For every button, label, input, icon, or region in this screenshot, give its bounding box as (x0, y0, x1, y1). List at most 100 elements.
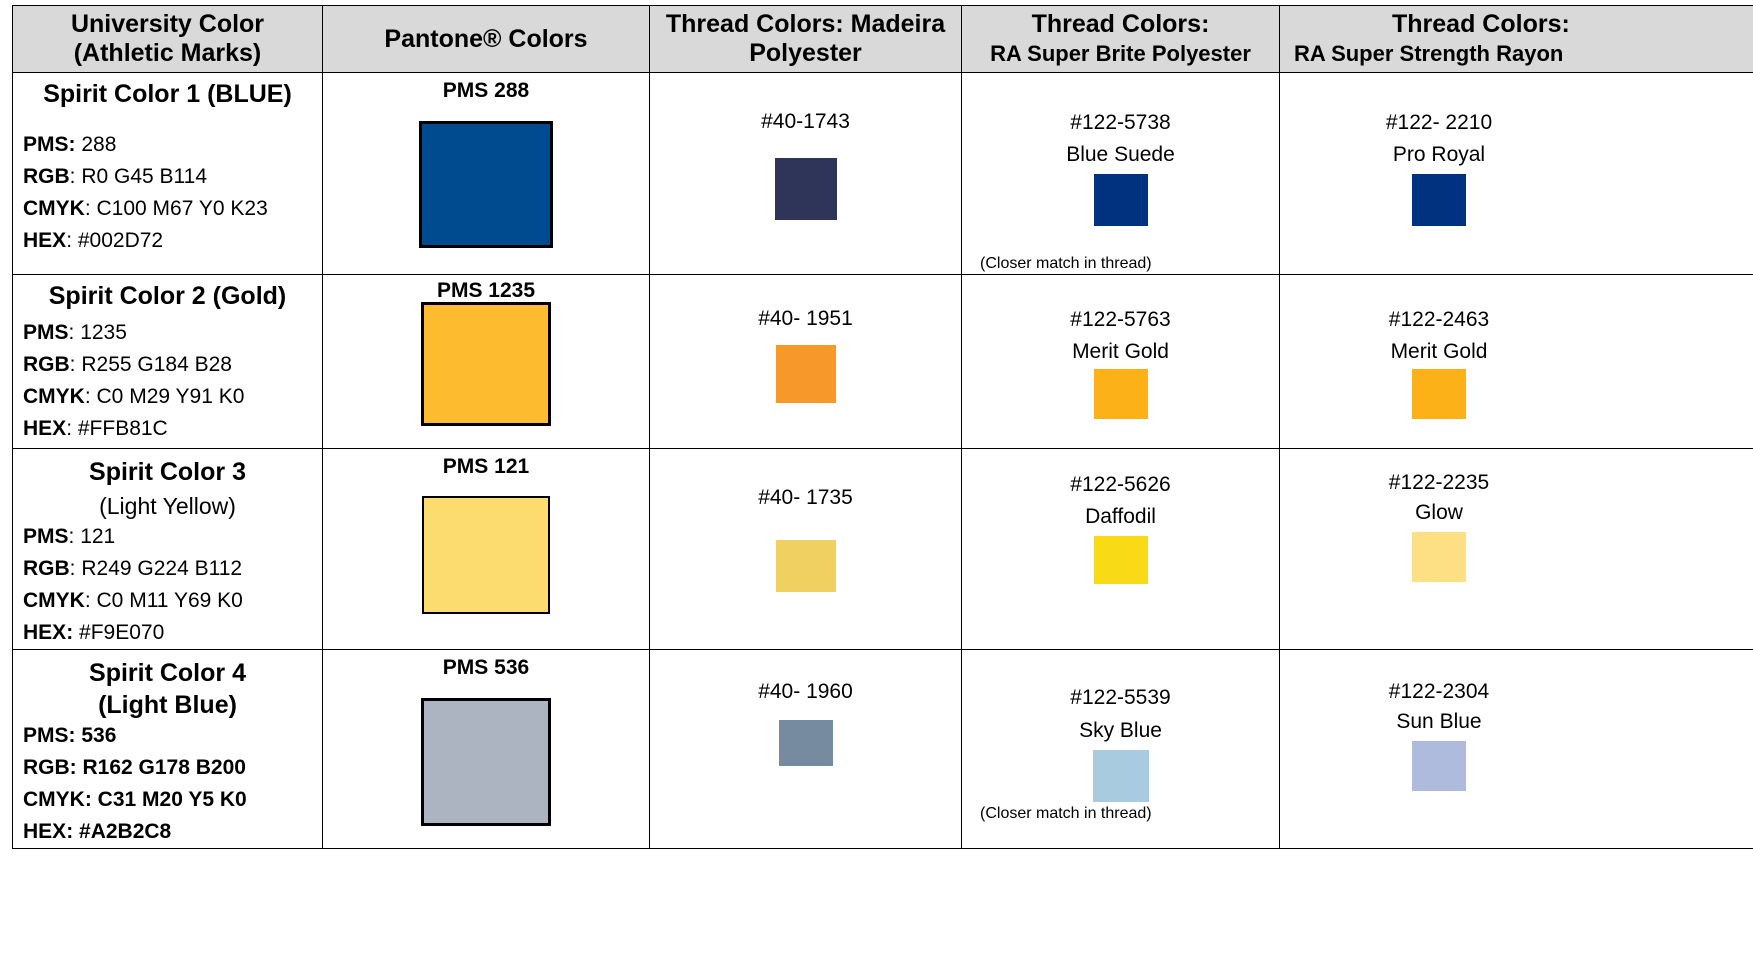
rayon-name: Glow (1415, 501, 1463, 524)
color-spec-lines: PMS: 536 RGB: R162 G178 B200 CMYK: C31 M… (14, 720, 322, 848)
rayon-number: #122- 2210 (1385, 111, 1493, 134)
pantone-label: PMS 288 (442, 79, 530, 102)
pantone-label: PMS 1235 (436, 279, 536, 302)
header-pantone-label: Pantone® Colors (384, 24, 588, 53)
hex-value: #002D72 (77, 229, 164, 252)
madeira-swatch (775, 540, 836, 592)
rgb-line: RGB: R249 G224 B112 (23, 557, 243, 580)
table-row: Spirit Color 2 (Gold) PMS: 1235 RGB: R25… (12, 274, 1753, 449)
madeira-swatch (778, 720, 833, 766)
madeira-swatch (774, 158, 837, 220)
madeira-cell: #40- 1960 (649, 649, 962, 849)
madeira-cell: #40- 1951 (649, 274, 962, 449)
header-superbrite: Thread Colors: RA Super Brite Polyester (961, 5, 1280, 73)
pms-line: PMS: 288 (23, 133, 117, 156)
pantone-swatch (419, 121, 553, 248)
university-color-table: University Color (Athletic Marks) Panton… (12, 5, 1753, 849)
rgb-label: RGB (23, 353, 70, 376)
cmyk-value: C31 M20 Y5 K0 (97, 788, 247, 811)
hex-value: #FFB81C (77, 417, 168, 440)
pms-line: PMS: 121 (23, 525, 116, 548)
pms-value: 288 (81, 133, 117, 156)
pms-line: PMS: 536 (23, 724, 117, 747)
pantone-cell: PMS 536 (322, 649, 650, 849)
superbrite-swatch (1093, 174, 1148, 226)
rayon-cell: #122- 2210 Pro Royal (1279, 72, 1753, 275)
hex-label: HEX (23, 417, 67, 440)
pms-value: 1235 (80, 321, 127, 344)
closer-match-note: (Closer match in thread) (980, 805, 1152, 822)
header-university-color-line1: University Color (70, 10, 265, 38)
pantone-label: PMS 536 (442, 656, 530, 679)
cmyk-line: CMYK: C0 M29 Y91 K0 (23, 385, 245, 408)
cmyk-line: CMYK: C100 M67 Y0 K23 (23, 197, 268, 220)
pantone-swatch (421, 302, 551, 426)
header-superbrite-line1: Thread Colors: (1031, 10, 1210, 38)
superbrite-name: Blue Suede (1066, 143, 1175, 166)
pms-value: 121 (80, 525, 116, 548)
superbrite-number: #122-5763 (1070, 308, 1171, 331)
rgb-label: RGB (23, 756, 70, 779)
madeira-number: #40- 1951 (758, 307, 853, 330)
superbrite-swatch (1092, 750, 1149, 802)
superbrite-name: Merit Gold (1072, 340, 1169, 363)
hex-label: HEX (23, 229, 67, 252)
color-spec-cell: Spirit Color 3 (Light Yellow) PMS: 121 R… (12, 448, 323, 650)
spirit-color-subtitle: (Light Yellow) (99, 493, 236, 519)
superbrite-number: #122-5626 (1070, 473, 1171, 496)
hex-value: #F9E070 (79, 621, 165, 644)
hex-line: HEX: #FFB81C (23, 417, 168, 440)
cmyk-label: CMYK (23, 788, 85, 811)
hex-label: HEX (23, 621, 67, 644)
pms-label: PMS (23, 525, 69, 548)
rgb-line: RGB: R162 G178 B200 (23, 756, 246, 779)
cmyk-label: CMYK (23, 197, 85, 220)
pantone-cell: PMS 1235 (322, 274, 650, 449)
superbrite-name: Sky Blue (1079, 719, 1162, 742)
rayon-name: Sun Blue (1396, 710, 1482, 733)
superbrite-number: #122-5539 (1070, 686, 1171, 709)
madeira-number: #40- 1735 (758, 486, 853, 509)
header-rayon: Thread Colors: RA Super Strength Rayon (1279, 5, 1753, 73)
pms-label: PMS (23, 321, 69, 344)
rayon-cell: #122-2235 Glow (1279, 448, 1753, 650)
header-pantone: Pantone® Colors (322, 5, 650, 73)
hex-line: HEX: #A2B2C8 (23, 820, 172, 843)
madeira-number: #40-1743 (761, 110, 850, 133)
superbrite-cell: #122-5763 Merit Gold (961, 274, 1280, 449)
pantone-swatch (422, 496, 550, 614)
pantone-label: PMS 121 (442, 455, 530, 478)
rgb-value: R162 G178 B200 (82, 756, 246, 779)
pantone-swatch (421, 698, 551, 826)
cmyk-line: CMYK: C31 M20 Y5 K0 (23, 788, 247, 811)
spirit-color-title: Spirit Color 4 (89, 659, 246, 687)
pantone-cell: PMS 288 (322, 72, 650, 275)
spirit-color-title: Spirit Color 3 (89, 458, 246, 486)
header-rayon-line2: RA Super Strength Rayon (1294, 41, 1564, 66)
hex-line: HEX: #F9E070 (23, 621, 165, 644)
color-spec-cell: Spirit Color 1 (BLUE) PMS: 288 RGB: R0 G… (12, 72, 323, 275)
rgb-value: R249 G224 B112 (81, 557, 243, 580)
hex-value: #A2B2C8 (79, 820, 172, 843)
pantone-cell: PMS 121 (322, 448, 650, 650)
superbrite-cell: #122-5626 Daffodil (961, 448, 1280, 650)
pms-label: PMS (23, 724, 69, 747)
color-spec-lines: PMS: 121 RGB: R249 G224 B112 CMYK: C0 M1… (14, 521, 322, 649)
rgb-value: R255 G184 B28 (81, 353, 232, 376)
header-madeira: Thread Colors: Madeira Polyester (649, 5, 962, 73)
rgb-label: RGB (23, 557, 70, 580)
closer-match-note: (Closer match in thread) (980, 255, 1152, 272)
table-row: Spirit Color 4 (Light Blue) PMS: 536 RGB… (12, 649, 1753, 849)
header-madeira-line2: Polyester (749, 39, 862, 67)
cmyk-line: CMYK: C0 M11 Y69 K0 (23, 589, 243, 612)
rayon-swatch (1412, 369, 1466, 419)
superbrite-cell: #122-5539 Sky Blue (Closer match in thre… (961, 649, 1280, 849)
rayon-number: #122-2304 (1388, 680, 1490, 703)
madeira-cell: #40-1743 (649, 72, 962, 275)
superbrite-swatch (1093, 536, 1148, 584)
pms-label: PMS (23, 133, 69, 156)
color-spec-lines: PMS: 1235 RGB: R255 G184 B28 CMYK: C0 M2… (14, 317, 322, 445)
table-row: Spirit Color 1 (BLUE) PMS: 288 RGB: R0 G… (12, 72, 1753, 275)
rgb-value: R0 G45 B114 (81, 165, 208, 188)
cmyk-label: CMYK (23, 385, 85, 408)
